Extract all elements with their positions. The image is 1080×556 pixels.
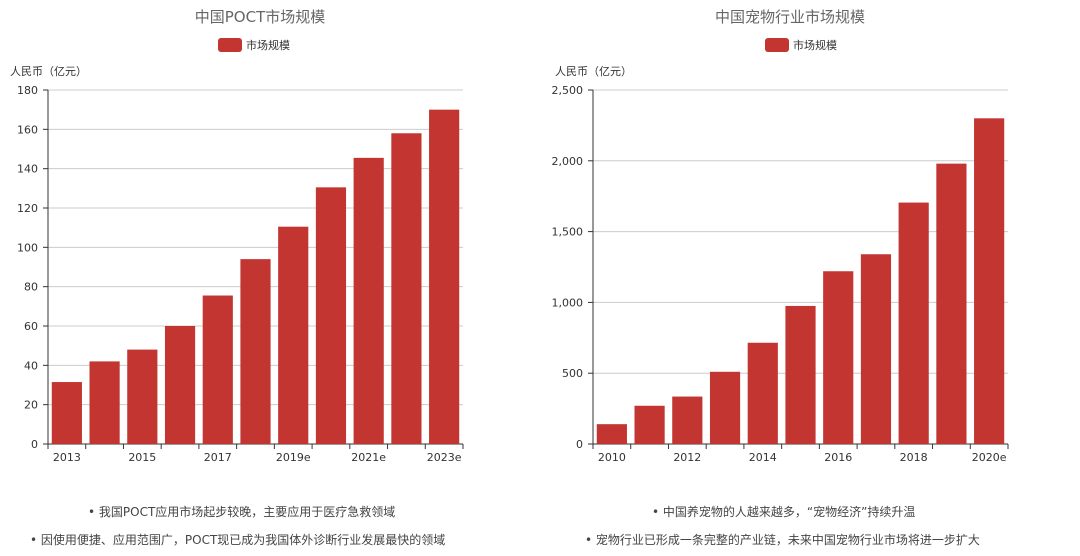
y-axis-unit-label: 人民币（亿元） [555, 65, 632, 78]
y-tick-label: 500 [562, 367, 583, 380]
x-tick-label: 2020e [972, 451, 1007, 464]
bar [51, 382, 82, 444]
chart-title: 中国宠物行业市场规模 [714, 8, 865, 26]
bar [634, 405, 665, 444]
y-tick-label: 0 [576, 438, 583, 451]
poct-chart-panel: 中国POCT市场规模 市场规模 人民币（亿元） 0 20 40 60 80 100 120 1… [10, 8, 464, 547]
y-tick-label: 1,500 [552, 226, 584, 239]
bar [785, 305, 816, 444]
bar [391, 133, 422, 444]
y-tick-label: 20 [24, 399, 38, 412]
x-tick-label: 2019e [276, 451, 311, 464]
x-tick-label: 2015 [128, 451, 156, 464]
y-tick-label: 160 [17, 123, 38, 136]
y-tick-label: 1,000 [552, 296, 584, 309]
bar [747, 342, 778, 444]
y-axis-unit-label: 人民币（亿元） [10, 65, 87, 78]
x-tick-label: 2023e [427, 451, 462, 464]
bar [89, 361, 120, 444]
bar [596, 424, 627, 444]
bullet-note-2: • 宠物行业已形成一条完整的产业链，未来中国宠物行业市场将进一步扩大 [585, 533, 980, 547]
x-tick-label: 2013 [53, 451, 81, 464]
bullet-note-1: • 我国POCT应用市场起步较晚，主要应用于医疗急救领域 [88, 505, 396, 519]
y-tick-label: 180 [17, 84, 38, 97]
y-tick-label: 140 [17, 163, 38, 176]
x-tick-label: 2017 [204, 451, 232, 464]
legend-label: 市场规模 [246, 39, 290, 52]
y-tick-label: 120 [17, 202, 38, 215]
y-tick-label: 80 [24, 281, 38, 294]
pet-bar-chart: 0 500 1,000 1,500 2,000 2,500 2010 2012 2014 2016… [552, 84, 1009, 464]
poct-bar-chart: 0 20 40 60 80 100 120 140 160 180 2013 2015 2017 2019… [17, 84, 464, 464]
y-tick-label: 0 [31, 438, 38, 451]
bar [709, 371, 741, 444]
y-tick-label: 60 [24, 320, 38, 333]
x-tick-label: 2014 [749, 451, 777, 464]
y-tick-label: 100 [17, 241, 38, 254]
chart-title: 中国POCT市场规模 [194, 8, 326, 26]
legend[interactable]: 市场规模 [765, 37, 837, 53]
x-tick-label: 2021e [351, 451, 386, 464]
bar [823, 271, 854, 444]
bar [315, 187, 347, 444]
y-tick-label: 2,500 [552, 84, 584, 97]
bar [202, 295, 233, 444]
x-tick-label: 2016 [824, 451, 852, 464]
bar [898, 202, 929, 444]
bar [240, 259, 271, 444]
y-tick-label: 40 [24, 359, 38, 372]
bar [278, 226, 309, 444]
bar [860, 254, 892, 444]
x-tick-label: 2012 [673, 451, 701, 464]
legend-label: 市场规模 [793, 39, 837, 52]
bar [429, 109, 460, 445]
y-tick-label: 2,000 [552, 155, 584, 168]
bar [974, 118, 1005, 444]
bar [164, 326, 196, 444]
bar [353, 157, 384, 444]
legend-swatch [218, 38, 242, 52]
bullet-note-1: • 中国养宠物的人越来越多，“宠物经济”持续升温 [652, 505, 916, 519]
x-tick-label: 2010 [598, 451, 626, 464]
pet-chart-panel: 中国宠物行业市场规模 市场规模 人民币（亿元） 0 500 1,000 1,500 2,… [540, 0, 1080, 556]
bar [127, 349, 158, 444]
legend[interactable]: 市场规模 [218, 37, 290, 53]
bar [672, 396, 703, 444]
bar [936, 163, 967, 444]
legend-swatch [765, 38, 789, 52]
x-tick-label: 2018 [900, 451, 928, 464]
bullet-note-2: • 因使用便捷、应用范围广，POCT现已成为我国体外诊断行业发展最快的领域 [30, 533, 446, 547]
